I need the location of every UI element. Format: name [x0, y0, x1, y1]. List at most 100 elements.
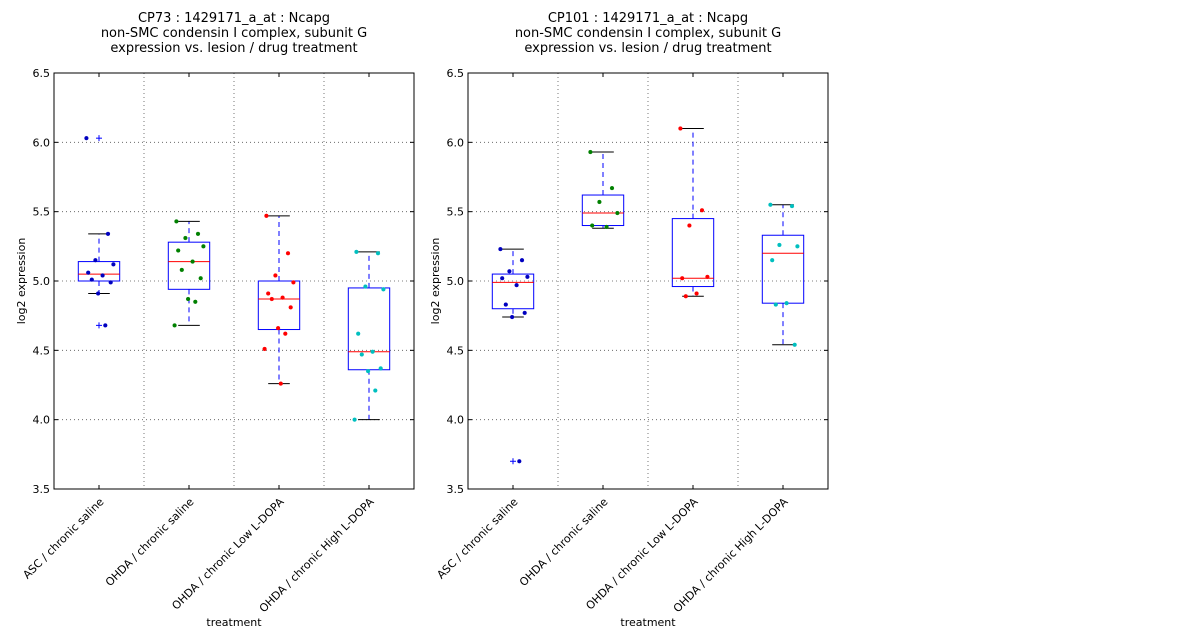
chart-title-line: expression vs. lesion / drug treatment — [524, 41, 771, 56]
data-point — [509, 314, 515, 320]
plot-frame — [53, 72, 415, 490]
box — [491, 273, 535, 310]
data-point — [795, 244, 800, 249]
data-point — [108, 280, 113, 285]
data-point — [680, 276, 685, 281]
y-tick-label: 6.0 — [447, 136, 465, 149]
y-tick-label: 6.0 — [33, 136, 51, 149]
data-point — [687, 223, 692, 228]
data-point — [522, 310, 527, 315]
x-axis-label: treatment — [206, 616, 262, 629]
chart-title-line: non-SMC condensin I complex, subunit G — [101, 26, 367, 41]
data-point — [503, 302, 508, 307]
data-point — [590, 223, 595, 228]
data-point — [269, 296, 274, 302]
data-point — [193, 299, 198, 304]
data-point — [699, 208, 705, 213]
box — [77, 261, 121, 282]
y-tick-label: 4.0 — [33, 414, 51, 427]
y-tick-label: 4.5 — [447, 344, 465, 357]
data-point — [352, 417, 357, 422]
data-point — [288, 305, 293, 310]
box — [581, 194, 625, 227]
data-point — [373, 388, 378, 393]
data-point — [609, 185, 615, 191]
data-point — [190, 259, 195, 264]
data-point — [773, 302, 778, 307]
box — [167, 241, 211, 290]
data-point — [768, 202, 773, 207]
data-point — [519, 258, 525, 263]
chart-title-line: CP73 : 1429171_a_at : Ncapg — [138, 11, 330, 26]
data-point — [375, 251, 381, 256]
y-tick-label: 5.5 — [447, 206, 465, 219]
data-point — [174, 219, 179, 224]
data-point — [615, 210, 620, 216]
data-point — [370, 349, 375, 354]
data-point — [283, 331, 288, 336]
y-tick-label: 3.5 — [447, 483, 465, 496]
data-point — [678, 126, 683, 131]
y-tick-label: 4.5 — [33, 344, 51, 357]
data-point — [95, 291, 101, 296]
data-point — [86, 270, 91, 275]
data-point — [103, 323, 108, 328]
x-tick-label: ASC / chronic saline — [20, 495, 106, 581]
y-tick-label: 4.0 — [447, 414, 465, 427]
data-point — [366, 369, 371, 374]
data-point — [195, 231, 201, 236]
chart-title-line: CP101 : 1429171_a_at : Ncapg — [548, 11, 748, 26]
y-axis-label: log2 expression — [429, 238, 442, 325]
data-point — [278, 381, 283, 386]
data-point — [264, 213, 269, 218]
data-point — [507, 269, 512, 274]
y-tick-label: 5.5 — [33, 206, 51, 219]
data-point — [172, 323, 177, 328]
data-point — [186, 296, 191, 302]
data-point — [285, 251, 291, 256]
data-point — [378, 366, 383, 371]
data-point — [176, 248, 181, 253]
data-point — [84, 136, 89, 141]
data-point — [381, 287, 386, 292]
data-point — [183, 235, 188, 241]
data-point — [273, 273, 278, 278]
y-tick-label: 3.5 — [33, 483, 51, 496]
data-point — [354, 249, 359, 254]
data-point — [500, 276, 505, 281]
x-tick-label: OHDA / chronic saline — [517, 495, 611, 589]
data-point — [792, 342, 797, 347]
data-point — [604, 224, 609, 230]
chart-title-line: non-SMC condensin I complex, subunit G — [515, 26, 781, 41]
y-tick-label: 6.5 — [447, 67, 465, 80]
chart-title-line: expression vs. lesion / drug treatment — [110, 41, 357, 56]
data-point — [291, 280, 296, 285]
x-axis-label: treatment — [620, 616, 676, 629]
data-point — [770, 258, 775, 263]
data-point — [777, 242, 782, 248]
box — [347, 287, 391, 371]
plot-frame — [467, 72, 829, 490]
data-point — [89, 277, 94, 282]
box — [761, 234, 805, 304]
y-tick-label: 5.0 — [33, 275, 51, 288]
data-point — [517, 459, 522, 464]
data-point — [363, 284, 368, 289]
data-point — [111, 262, 116, 267]
data-point — [356, 331, 361, 336]
data-point — [597, 199, 602, 205]
data-point — [276, 326, 281, 331]
data-point — [705, 274, 710, 279]
box — [671, 218, 715, 288]
data-point — [105, 231, 111, 236]
box — [257, 280, 301, 331]
data-point — [201, 244, 206, 249]
data-point — [683, 294, 688, 299]
data-point — [266, 291, 271, 296]
x-tick-label: OHDA / chronic saline — [103, 495, 197, 589]
data-point — [514, 283, 519, 288]
data-point — [784, 301, 789, 306]
x-tick-label: ASC / chronic saline — [434, 495, 520, 581]
